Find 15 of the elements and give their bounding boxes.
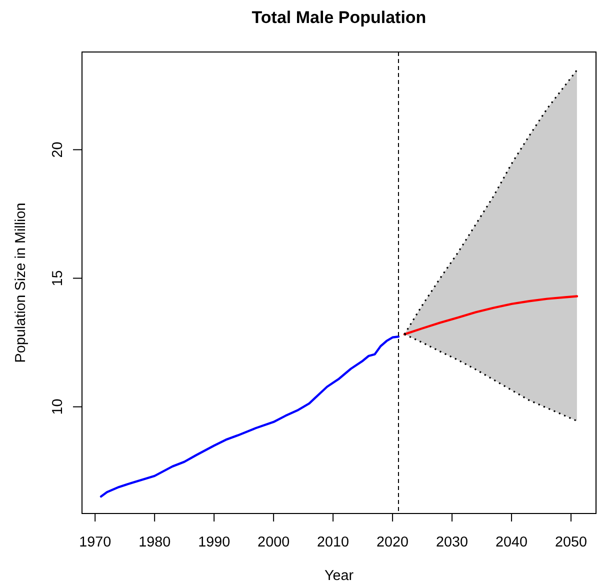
y-tick-label: 10 [50, 398, 66, 415]
x-tick-label: 1980 [138, 534, 171, 551]
x-axis-title: Year [324, 568, 354, 584]
chart-title: Total Male Population [252, 8, 426, 27]
y-axis-title: Population Size in Million [13, 202, 29, 363]
x-tick-label: 1970 [79, 534, 112, 551]
x-tick-label: 2030 [436, 534, 468, 551]
x-tick-label: 2040 [496, 534, 528, 551]
y-tick-label: 20 [50, 142, 66, 158]
x-tick-label: 2020 [376, 534, 409, 551]
y-tick-label: 15 [50, 270, 66, 286]
x-tick-label: 2010 [317, 534, 350, 551]
x-tick-label: 2000 [258, 534, 290, 551]
x-tick-label: 2050 [555, 534, 588, 551]
x-tick-label: 1990 [198, 534, 230, 551]
